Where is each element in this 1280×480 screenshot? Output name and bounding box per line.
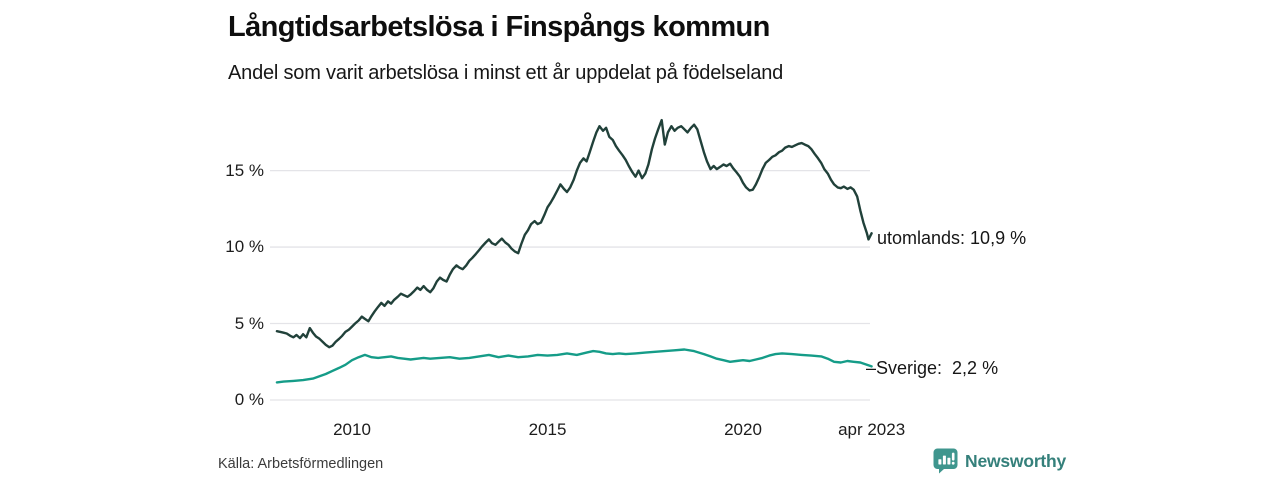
y-axis-tick-label: 15 % (225, 160, 264, 180)
x-axis-tick-label: 2010 (333, 420, 371, 439)
exclamation-dot (951, 461, 955, 465)
y-axis-tick-label: 10 % (225, 237, 264, 257)
bar-medium (947, 457, 951, 465)
y-axis-tick-label: 5 % (234, 313, 264, 333)
bar-small (938, 459, 942, 465)
chart-subtitle: Andel som varit arbetslösa i minst ett å… (228, 62, 784, 84)
series-line-utomlands (275, 118, 873, 349)
x-axis-tick-label: 2015 (528, 420, 567, 439)
exclamation-stem (951, 452, 955, 461)
page-title: Långtidsarbetslösa i Finspångs kommun (228, 11, 770, 43)
bar-tall (942, 455, 946, 465)
series-lines (275, 118, 873, 384)
newsworthy-logo-icon (933, 448, 958, 474)
annotation-utomlands: utomlands: 10,9 % (877, 228, 1027, 248)
source-credit: Källa: Arbetsförmedlingen (218, 456, 384, 472)
y-axis-tick-label: 0 % (234, 390, 264, 409)
gridlines (270, 169, 870, 401)
x-axis-tick-label: 2020 (724, 420, 762, 439)
annotation-sverige: –Sverige: 2,2 % (866, 358, 999, 378)
x-axis-tick-label: apr 2023 (838, 420, 906, 439)
series-line-sverige (275, 348, 873, 384)
newsworthy-wordmark: Newsworthy (965, 450, 1067, 471)
newsworthy-logo[interactable]: Newsworthy (933, 448, 1066, 474)
